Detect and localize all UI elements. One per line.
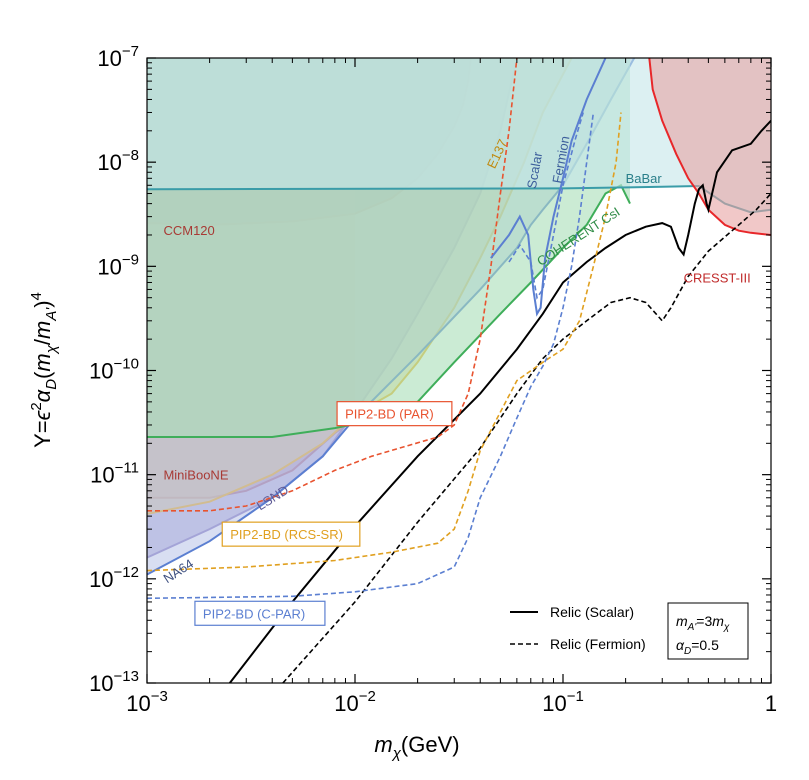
axis-ticks: 10−3 10−2 10−1 110−1310−1210−1110−1010−910−… — [89, 43, 777, 716]
annotation-miniboone: MiniBooNE — [163, 467, 228, 482]
y-tick-label: 10−8 — [97, 147, 139, 175]
region-fill-babar — [147, 58, 771, 213]
boxed-label-pip2-bd-rcs-sr: PIP2-BD (RCS-SR) — [230, 527, 343, 542]
legend-param-mass-ratio: mA'=3mχ — [676, 613, 730, 633]
annotation-babar: BaBar — [626, 171, 663, 186]
line-relic-fermion — [282, 192, 771, 683]
x-tick-label: 10−2 — [334, 688, 376, 716]
projection-and-relic-lines — [147, 58, 771, 683]
x-tick-label: 10−1 — [542, 688, 584, 716]
line-pip2-bd-c-par — [147, 112, 595, 600]
annotation-scalar: Scalar — [524, 150, 545, 190]
y-axis-title: Y=ϵ2αD(mχ/mA')4 — [28, 292, 60, 448]
line-pip2-bd-rcs-sr — [147, 112, 622, 572]
annotation-cresst-iii: CRESST-III — [684, 270, 751, 285]
exclusion-regions — [147, 58, 771, 576]
boxed-label-pip2-bd-par: PIP2-BD (PAR) — [345, 407, 434, 422]
region-boundary-cresst-iii — [648, 58, 771, 236]
line-fermion — [508, 112, 584, 300]
boxed-label-pip2-bd-c-par: PIP2-BD (C-PAR) — [203, 606, 305, 621]
y-tick-label: 10−11 — [90, 460, 139, 488]
boxed-label-frame-pip2-bd-par — [336, 401, 453, 427]
y-tick-label: 10−9 — [97, 251, 139, 279]
y-tick-label: 10−10 — [89, 356, 139, 384]
x-tick-label: 1 — [765, 691, 777, 716]
legend-label-scalar: Relic (Scalar) — [550, 604, 634, 620]
line-pip2-bd-par — [147, 58, 518, 512]
y-tick-label: 10−13 — [89, 668, 139, 696]
x-tick-label: 10−3 — [126, 688, 168, 716]
legend-params-box — [667, 602, 749, 660]
legend-param-coupling: αD=0.5 — [676, 637, 719, 657]
region-boundary-coherent-csi — [147, 183, 631, 438]
x-axis-title: mχ(GeV) — [374, 732, 459, 762]
legend: Relic (Scalar) Relic (Fermion) mA'=3mχ α… — [510, 602, 749, 660]
boxed-label-frame-pip2-bd-rcs-sr — [221, 521, 361, 547]
legend-label-fermion: Relic (Fermion) — [550, 636, 646, 652]
region-fill-cresst-iii — [649, 58, 771, 235]
line-scalar — [490, 58, 607, 317]
boxed-labels: PIP2-BD (PAR) PIP2-BD (RCS-SR) PIP2-BD (C-… — [194, 401, 453, 626]
boxed-label-frame-pip2-bd-c-par — [194, 600, 326, 626]
y-tick-label: 10−12 — [89, 564, 139, 592]
annotation-ccm120: CCM120 — [163, 223, 214, 238]
line-relic-scalar — [229, 120, 771, 683]
y-tick-label: 10−7 — [97, 43, 139, 71]
